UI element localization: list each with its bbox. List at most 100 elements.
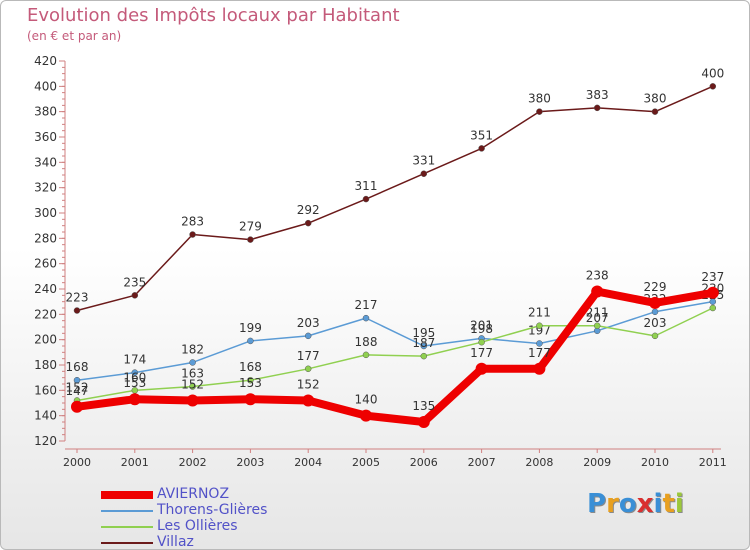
legend-label: Villaz [157, 534, 194, 550]
logo-letter: x [636, 489, 654, 519]
x-tick-label: 2004 [294, 456, 322, 469]
data-point [420, 352, 428, 360]
x-tick-label: 2009 [583, 456, 611, 469]
data-label: 311 [355, 179, 378, 193]
data-label: 223 [66, 291, 89, 305]
data-label: 237 [701, 270, 724, 284]
data-label: 211 [586, 306, 609, 320]
x-tick-label: 2007 [468, 456, 496, 469]
data-point [536, 108, 543, 115]
proxiti-logo: Proxiti [587, 489, 684, 519]
data-label: 331 [412, 154, 435, 168]
logo-letter: i [653, 489, 663, 519]
data-label: 201 [470, 318, 493, 332]
data-point [189, 231, 196, 238]
data-label: 152 [66, 380, 89, 394]
data-label: 168 [239, 360, 262, 374]
data-point [73, 307, 81, 314]
data-point [247, 337, 254, 345]
data-point [706, 286, 719, 299]
data-point [420, 170, 428, 177]
data-point [73, 376, 81, 384]
data-label: 229 [644, 280, 667, 294]
y-tick-label: 180 [34, 358, 57, 372]
data-point [189, 383, 196, 390]
data-point [593, 322, 601, 329]
data-label: 217 [355, 298, 378, 312]
data-point [362, 314, 370, 322]
chart-title: Evolution des Impôts locaux par Habitant [27, 5, 400, 26]
data-label: 351 [470, 128, 493, 142]
data-point [649, 296, 661, 309]
legend-label: AVIERNOZ [157, 486, 230, 502]
data-point [417, 416, 430, 428]
data-label: 152 [181, 377, 204, 391]
data-point [131, 369, 139, 376]
data-point [71, 400, 83, 413]
series-line [76, 300, 714, 381]
x-tick-label: 2008 [525, 456, 553, 469]
data-label: 177 [297, 349, 320, 363]
y-tick-label: 340 [34, 155, 57, 169]
legend-label: Les Ollières [157, 518, 238, 534]
y-tick-label: 380 [34, 105, 57, 119]
data-label: 177 [470, 346, 493, 360]
data-point [533, 362, 546, 375]
data-point [591, 285, 604, 298]
data-label: 163 [181, 367, 204, 381]
data-label: 279 [239, 220, 262, 234]
y-tick-label: 260 [34, 257, 57, 271]
logo-letter: o [618, 489, 637, 519]
data-label: 203 [297, 316, 320, 330]
y-tick-label: 120 [34, 434, 57, 448]
data-label: 283 [181, 215, 204, 229]
data-label: 187 [412, 336, 435, 350]
y-tick-label: 360 [34, 130, 57, 144]
y-tick-label: 140 [34, 409, 57, 423]
x-tick-label: 2005 [352, 456, 380, 469]
x-tick-label: 2010 [641, 456, 669, 469]
data-point [186, 394, 199, 407]
data-label: 195 [412, 326, 435, 340]
data-point [709, 83, 717, 90]
data-point [475, 362, 488, 375]
data-point [651, 308, 659, 316]
legend-swatch [101, 526, 153, 528]
data-label: 380 [528, 92, 551, 106]
y-tick-label: 300 [34, 206, 57, 220]
x-tick-label: 2011 [699, 456, 727, 469]
y-tick-label: 280 [34, 231, 57, 245]
data-label: 203 [644, 316, 667, 330]
data-label: 168 [66, 360, 89, 374]
data-label: 160 [123, 370, 146, 384]
data-label: 292 [297, 203, 320, 217]
data-point [362, 351, 370, 359]
legend-swatch [101, 491, 153, 499]
x-tick-label: 2000 [63, 456, 91, 469]
data-point [128, 393, 141, 406]
data-label: 235 [123, 275, 146, 289]
data-point [709, 304, 717, 312]
data-label: 153 [123, 376, 146, 390]
logo-letter: i [674, 489, 684, 519]
data-point [304, 332, 312, 340]
x-tick-label: 2006 [410, 456, 438, 469]
x-tick-label: 2003 [236, 456, 264, 469]
legend-swatch [101, 510, 153, 512]
y-tick-label: 160 [34, 383, 57, 397]
data-label: 199 [239, 321, 262, 335]
y-tick-label: 220 [34, 307, 57, 321]
data-label: 152 [297, 377, 320, 391]
data-point [244, 393, 257, 406]
data-label: 383 [586, 88, 609, 102]
data-point [247, 376, 254, 384]
data-point [536, 340, 543, 347]
data-point [362, 195, 370, 203]
y-tick-label: 400 [34, 79, 57, 93]
data-label: 153 [239, 376, 262, 390]
y-tick-label: 320 [34, 181, 57, 195]
y-tick-label: 240 [34, 282, 57, 296]
data-point [420, 342, 428, 350]
